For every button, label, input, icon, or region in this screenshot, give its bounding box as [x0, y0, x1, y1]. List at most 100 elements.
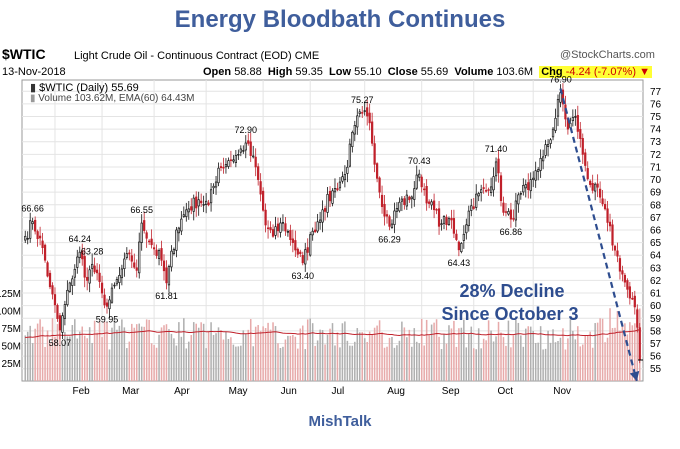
candle-body: [222, 166, 225, 169]
candle-body: [507, 211, 510, 215]
volume-bar: [567, 338, 569, 381]
volume-bar: [192, 322, 195, 381]
trendline-arrowhead: [629, 370, 640, 381]
volume-bar: [381, 332, 383, 381]
candle-body: [63, 304, 67, 319]
volume-bar: [393, 347, 396, 381]
volume-bar: [634, 323, 636, 381]
contract-description: Light Crude Oil - Continuous Contract (E…: [74, 50, 292, 62]
volume-bar: [599, 318, 601, 381]
candle-body: [105, 302, 109, 307]
candle-body: [405, 194, 408, 207]
price-callout: 70.43: [408, 156, 431, 166]
volume-label: Volume: [454, 66, 494, 78]
candle-body: [420, 176, 423, 188]
volume-bar: [515, 319, 517, 381]
candle-body: [205, 200, 208, 205]
volume-bar: [517, 322, 520, 381]
volume-bar: [103, 321, 106, 381]
candle-body: [385, 214, 389, 217]
candle-body: [259, 181, 262, 195]
volume-bar: [26, 331, 29, 381]
price-tick-label: 56: [650, 352, 662, 363]
volume-bar: [155, 347, 158, 381]
candle-body: [247, 140, 250, 144]
candle-body: [601, 198, 604, 205]
volume-bar: [500, 332, 502, 381]
volume-bar: [534, 342, 537, 381]
volume-bar: [205, 348, 207, 381]
volume-bar: [586, 335, 589, 381]
candle-body: [150, 238, 153, 246]
candle-body: [86, 276, 89, 281]
candle-body: [445, 216, 448, 226]
candle-body: [425, 185, 428, 204]
candle-body: [108, 299, 111, 310]
volume-bar: [262, 326, 264, 381]
volume-bar: [616, 311, 619, 381]
volume-bar: [49, 343, 51, 381]
candle-body: [338, 181, 342, 189]
candle-body: [24, 235, 27, 241]
volume-bar: [539, 326, 542, 381]
volume-bar: [131, 323, 133, 381]
volume-bar: [520, 335, 522, 381]
candle-body: [509, 209, 513, 220]
candle-body: [190, 206, 193, 211]
volume-bar: [433, 322, 435, 381]
candle-body: [390, 223, 394, 228]
volume-bar: [569, 319, 572, 381]
volume-bar: [383, 347, 386, 381]
candle-body: [475, 193, 478, 208]
candle-body: [187, 208, 190, 213]
candle-body: [66, 289, 69, 306]
candle-body: [177, 227, 180, 234]
volume-bar: [336, 332, 339, 381]
volume-bar: [406, 337, 408, 381]
volume-bar: [542, 349, 544, 381]
volume-bar: [36, 323, 39, 381]
candle-body: [219, 166, 223, 168]
volume-bar: [559, 337, 562, 381]
candle-body: [403, 198, 406, 205]
month-label: Nov: [553, 386, 571, 397]
candle-body: [524, 184, 527, 189]
volume-bar: [54, 336, 56, 381]
volume-bar: [269, 329, 272, 381]
volume-bar: [264, 328, 267, 381]
candle-body: [346, 166, 349, 174]
volume-bar: [116, 329, 118, 381]
volume-bar: [582, 344, 584, 381]
volume-bar: [549, 342, 552, 381]
volume-bar: [178, 322, 180, 381]
volume-bar: [41, 326, 44, 381]
volume-bar: [292, 334, 294, 381]
candle-body: [304, 249, 307, 265]
volume-tick-label: 50M: [2, 342, 21, 353]
candle-body: [574, 116, 577, 118]
candle-body: [123, 258, 126, 270]
volume-bar: [113, 319, 116, 381]
candle-body: [46, 262, 49, 277]
volume-bar: [423, 345, 425, 381]
volume-bar: [81, 326, 83, 381]
price-tick-label: 66: [650, 226, 662, 237]
candle-body: [618, 258, 622, 272]
volume-bar: [121, 319, 123, 381]
volume-bar: [96, 332, 98, 381]
candle-body: [73, 268, 76, 278]
volume-bar: [319, 329, 321, 381]
volume-bar: [123, 327, 126, 381]
candle-body: [623, 274, 627, 283]
volume-bar: [572, 330, 574, 381]
candle-body: [378, 177, 381, 193]
candle-body: [306, 247, 309, 253]
volume-bar: [562, 328, 564, 381]
volume-bar: [589, 331, 591, 381]
volume-bar: [495, 336, 497, 381]
candle-body: [78, 251, 81, 258]
volume-bar: [150, 343, 153, 381]
candle-body: [289, 230, 292, 240]
candle-body: [291, 238, 294, 243]
